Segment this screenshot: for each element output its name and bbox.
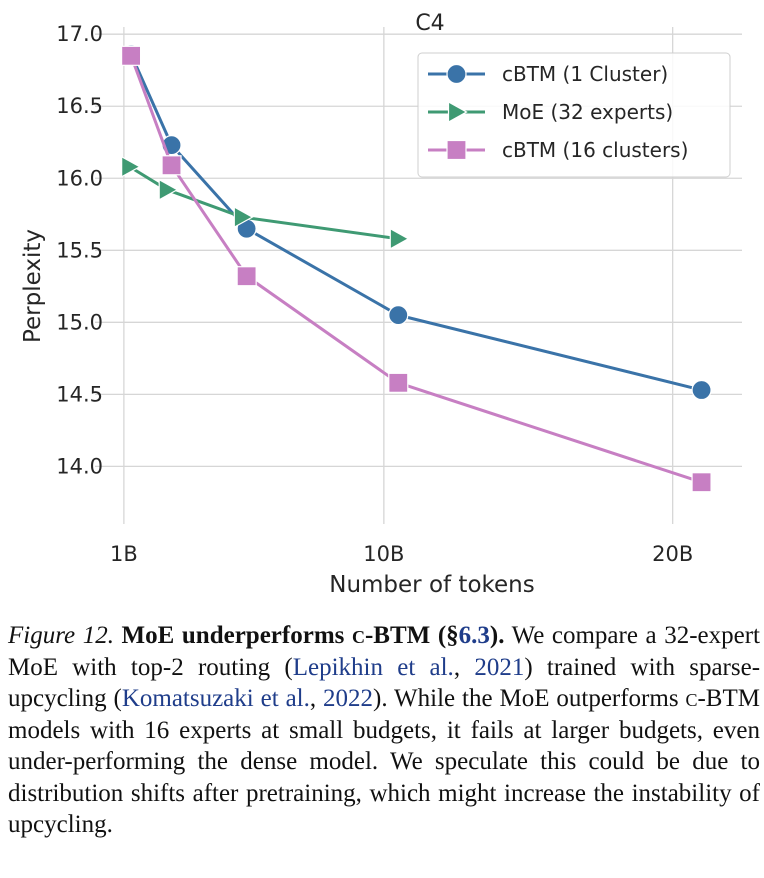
x-tick-label: 20B <box>652 542 693 566</box>
x-tick-label: 10B <box>363 542 404 566</box>
data-point <box>236 266 257 287</box>
legend-marker <box>447 100 468 124</box>
chart-title: C4 <box>415 11 444 36</box>
line-chart: 14.014.515.015.516.016.517.01B 10B 20B C4 … <box>20 11 742 598</box>
y-tick-label: 15.5 <box>56 238 103 262</box>
legend-marker <box>446 63 467 85</box>
y-tick-label: 15.0 <box>56 310 103 334</box>
figure-caption: Figure 12. MoE underperforms c-BTM (§6.3… <box>8 620 760 841</box>
x-axis-title: Number of tokens <box>329 572 534 598</box>
caption-title-part: ). <box>489 622 505 649</box>
legend: cBTM (1 Cluster) MoE (32 experts) cBTM (16… <box>417 52 731 178</box>
legend-item: cBTM (1 Cluster) <box>428 62 668 86</box>
citation-link[interactable]: Komatsuzaki et al. <box>121 685 310 712</box>
data-point <box>691 472 712 493</box>
y-axis-title: Perplexity <box>20 229 46 343</box>
caption-title-part: -BTM (§ <box>364 622 459 649</box>
caption-text: ). While the MoE outperforms <box>373 685 686 712</box>
caption-smallcaps: c <box>685 685 698 712</box>
legend-item: MoE (32 experts) <box>428 100 673 124</box>
legend-item: cBTM (16 clusters) <box>428 138 688 162</box>
y-tick-label: 16.0 <box>56 166 103 190</box>
series-square <box>121 45 712 493</box>
series-line <box>128 165 399 241</box>
caption-title-part: MoE underperforms <box>121 622 352 649</box>
data-point <box>233 206 254 229</box>
caption-text: , <box>309 685 324 712</box>
data-point <box>388 372 409 393</box>
y-tick-label: 14.0 <box>56 454 103 478</box>
legend-label: MoE (32 experts) <box>502 100 673 124</box>
legend-label: cBTM (16 clusters) <box>502 138 688 162</box>
caption-title: MoE underperforms c-BTM (§6.3). <box>122 622 505 649</box>
figure-label: Figure 12. <box>8 622 114 649</box>
data-point <box>161 155 182 176</box>
section-link[interactable]: 6.3 <box>458 622 490 649</box>
series-layer <box>121 44 712 493</box>
caption-text: -BTM models with 16 experts at small bud… <box>8 685 760 838</box>
citation-link[interactable]: Lepikhin et al. <box>292 653 454 681</box>
caption-text: ) trained with sparse-upcycling ( <box>8 653 761 713</box>
legend-label: cBTM (1 Cluster) <box>502 62 668 86</box>
tick-labels: 14.0 14.5 15.0 15.5 16.0 16.5 17.0 1B 10B 20B <box>56 22 693 566</box>
caption-text: , <box>453 653 475 681</box>
legend-marker <box>446 139 467 161</box>
citation-year-link[interactable]: 2022 <box>323 685 374 712</box>
data-point <box>691 379 712 401</box>
caption-title-smallcaps: c <box>351 622 365 649</box>
y-tick-label: 17.0 <box>56 22 103 46</box>
y-tick-label: 14.5 <box>56 382 103 406</box>
data-point <box>389 227 410 250</box>
legend-box <box>417 52 731 178</box>
data-point <box>388 305 409 326</box>
caption-text: We compare a 32-expert MoE with top-2 ro… <box>8 622 761 681</box>
x-tick-label: 1B <box>110 542 138 566</box>
series-triangle-right <box>121 155 410 250</box>
data-point <box>121 155 141 178</box>
data-point <box>158 178 179 201</box>
citation-year-link[interactable]: 2021 <box>474 653 525 681</box>
data-point <box>121 45 142 66</box>
y-tick-label: 16.5 <box>56 94 103 118</box>
